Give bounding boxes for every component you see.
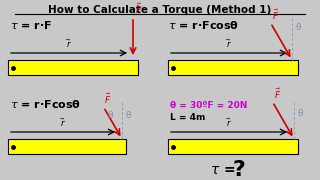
Text: $\vec{r}$: $\vec{r}$ <box>66 37 72 50</box>
Text: $\tau$ = r·Fcosθ: $\tau$ = r·Fcosθ <box>10 98 81 110</box>
Text: $\vec{F}$: $\vec{F}$ <box>135 2 142 16</box>
Text: $\vec{r}$: $\vec{r}$ <box>226 37 232 50</box>
Text: $\tau$ = r·F: $\tau$ = r·F <box>10 19 52 31</box>
Text: θ: θ <box>296 22 301 32</box>
Text: θ: θ <box>298 109 303 118</box>
Text: θ = 30ºF = 20N: θ = 30ºF = 20N <box>170 102 247 111</box>
Text: $\vec{r}$: $\vec{r}$ <box>60 116 66 129</box>
Text: $\tau$ =: $\tau$ = <box>210 163 235 177</box>
Bar <box>8 139 126 154</box>
Text: $\vec{F}$: $\vec{F}$ <box>105 92 112 106</box>
Text: $\vec{F}$: $\vec{F}$ <box>274 87 281 101</box>
Bar <box>168 60 298 75</box>
Text: L = 4m: L = 4m <box>170 112 205 122</box>
Text: $\vec{F}$: $\vec{F}$ <box>271 8 279 22</box>
Text: ?: ? <box>232 160 245 180</box>
Text: $\vec{r}$: $\vec{r}$ <box>226 116 232 129</box>
Text: θ: θ <box>126 111 132 120</box>
Bar <box>168 139 298 154</box>
Text: $\tau$ = r·Fcosθ: $\tau$ = r·Fcosθ <box>168 19 239 31</box>
Bar <box>8 60 138 75</box>
Text: How to Calculate a Torque (Method 1): How to Calculate a Torque (Method 1) <box>48 5 272 15</box>
Text: θ: θ <box>108 111 113 120</box>
